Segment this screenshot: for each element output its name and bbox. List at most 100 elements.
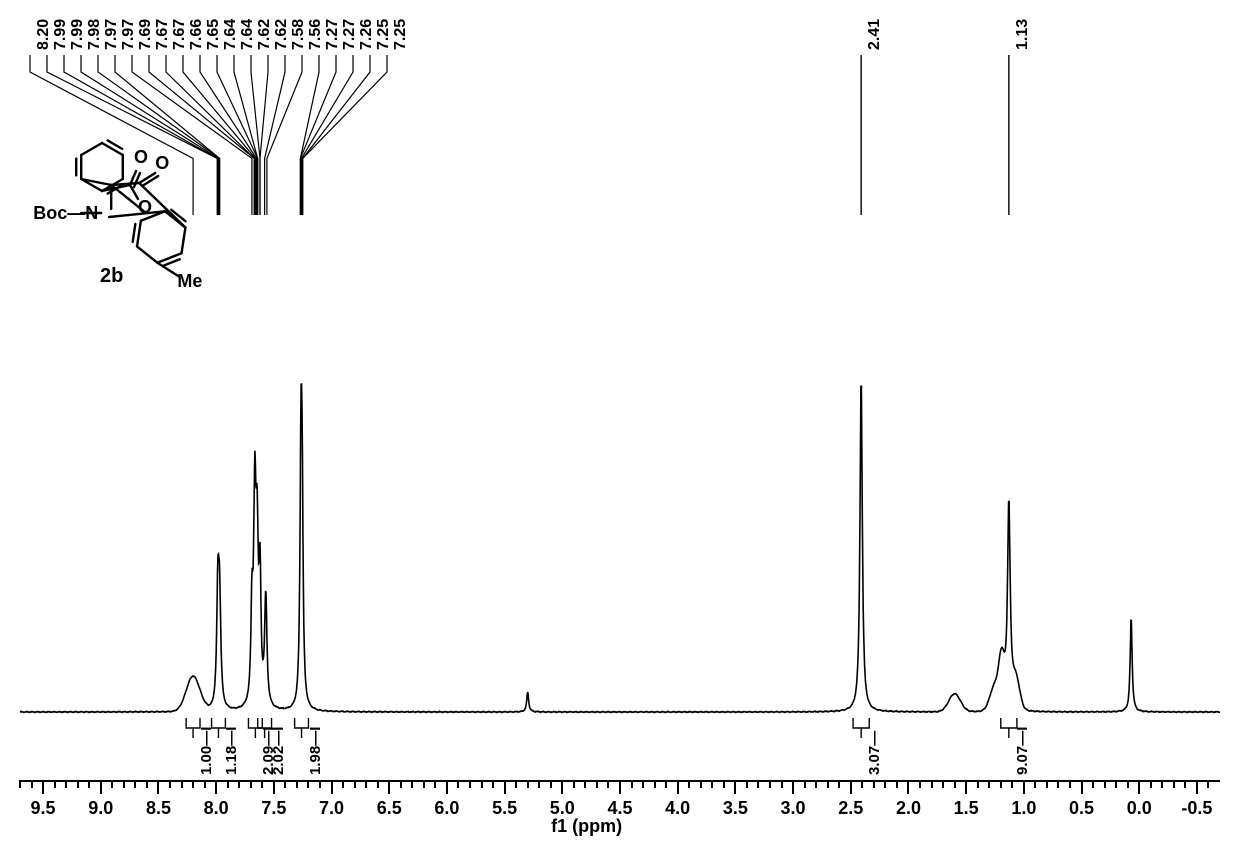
x-axis-minor-tick: [584, 780, 586, 788]
peak-ppm-label: 7.98: [86, 19, 104, 50]
x-axis-minor-tick: [688, 780, 690, 788]
peak-ppm-label: 7.62: [273, 19, 291, 50]
x-axis-minor-tick: [642, 780, 644, 788]
peak-ppm-label: 7.67: [171, 19, 189, 50]
x-axis-minor-tick: [757, 780, 759, 788]
x-axis-major-tick: [157, 780, 159, 794]
x-axis-minor-tick: [65, 780, 67, 788]
x-axis-major-tick: [42, 780, 44, 794]
x-axis-minor-tick: [400, 780, 402, 788]
x-axis-minor-tick: [1184, 780, 1186, 788]
x-axis-minor-tick: [319, 780, 321, 788]
x-axis-major-tick: [1081, 780, 1083, 794]
x-axis-tick-label: 8.0: [204, 798, 229, 819]
x-axis-major-tick: [907, 780, 909, 794]
compound-id: 2b: [100, 265, 123, 288]
peak-ppm-label: 7.99: [69, 19, 87, 50]
x-axis-minor-tick: [284, 780, 286, 788]
x-axis-minor-tick: [527, 780, 529, 788]
x-axis-minor-tick: [1011, 780, 1013, 788]
x-axis-major-tick: [619, 780, 621, 794]
x-axis-minor-tick: [861, 780, 863, 788]
x-axis-tick-label: -0.5: [1181, 798, 1212, 819]
nmr-figure: 9.59.08.58.07.57.06.56.05.55.04.54.03.53…: [0, 0, 1240, 860]
x-axis-major-tick: [504, 780, 506, 794]
integral-value: 2.02—I: [270, 727, 287, 775]
x-axis-minor-tick: [631, 780, 633, 788]
x-axis-minor-tick: [1161, 780, 1163, 788]
x-axis-minor-tick: [607, 780, 609, 788]
integral-value: 9.07—I: [1014, 727, 1031, 775]
x-axis-tick-label: 7.5: [261, 798, 286, 819]
peak-ppm-label: 7.65: [205, 19, 223, 50]
x-axis-minor-tick: [1069, 780, 1071, 788]
peak-ppm-label: 7.58: [290, 19, 308, 50]
x-axis-minor-tick: [169, 780, 171, 788]
x-axis-minor-tick: [19, 780, 21, 788]
x-axis-minor-tick: [931, 780, 933, 788]
x-axis-minor-tick: [1207, 780, 1209, 788]
x-axis-tick-label: 9.5: [31, 798, 56, 819]
x-axis-tick-label: 2.5: [838, 798, 863, 819]
x-axis-minor-tick: [827, 780, 829, 788]
x-axis-minor-tick: [354, 780, 356, 788]
peak-ppm-label: 7.67: [154, 19, 172, 50]
molecule-O-label: O: [138, 197, 152, 218]
x-axis-minor-tick: [181, 780, 183, 788]
x-axis-minor-tick: [838, 780, 840, 788]
x-axis-minor-tick: [711, 780, 713, 788]
x-axis-minor-tick: [550, 780, 552, 788]
x-axis-minor-tick: [573, 780, 575, 788]
x-axis-minor-tick: [538, 780, 540, 788]
x-axis-minor-tick: [111, 780, 113, 788]
x-axis-minor-tick: [896, 780, 898, 788]
x-axis-major-tick: [1023, 780, 1025, 794]
x-axis-major-tick: [850, 780, 852, 794]
peak-ppm-label: 7.27: [324, 19, 342, 50]
x-axis-minor-tick: [457, 780, 459, 788]
peak-ppm-label: 7.25: [392, 19, 410, 50]
spectrum-trace: [20, 383, 1220, 712]
x-axis-tick-label: 5.5: [492, 798, 517, 819]
x-axis-minor-tick: [88, 780, 90, 788]
x-axis-major-tick: [561, 780, 563, 794]
peak-ppm-label: 8.20: [35, 19, 53, 50]
x-axis-tick-label: 1.5: [954, 798, 979, 819]
x-axis-minor-tick: [988, 780, 990, 788]
x-axis-major-tick: [331, 780, 333, 794]
x-axis-minor-tick: [977, 780, 979, 788]
x-axis-minor-tick: [1092, 780, 1094, 788]
x-axis-minor-tick: [134, 780, 136, 788]
x-axis-minor-tick: [1150, 780, 1152, 788]
x-axis-tick-label: 6.5: [377, 798, 402, 819]
x-axis-minor-tick: [1173, 780, 1175, 788]
x-axis-tick-label: 4.0: [665, 798, 690, 819]
x-axis-major-tick: [100, 780, 102, 794]
x-axis-minor-tick: [769, 780, 771, 788]
x-axis-tick-label: 0.5: [1069, 798, 1094, 819]
peak-ppm-label: 7.97: [103, 19, 121, 50]
x-axis-minor-tick: [31, 780, 33, 788]
peak-ppm-label: 7.56: [307, 19, 325, 50]
x-axis-minor-tick: [469, 780, 471, 788]
x-axis-minor-tick: [700, 780, 702, 788]
x-axis-minor-tick: [54, 780, 56, 788]
x-axis-tick-label: 0.0: [1127, 798, 1152, 819]
x-axis-minor-tick: [123, 780, 125, 788]
x-axis-minor-tick: [227, 780, 229, 788]
x-axis-major-tick: [1138, 780, 1140, 794]
x-axis-minor-tick: [296, 780, 298, 788]
x-axis-tick-label: 3.0: [781, 798, 806, 819]
x-axis-minor-tick: [481, 780, 483, 788]
x-axis-tick-label: 9.0: [88, 798, 113, 819]
x-axis-minor-tick: [77, 780, 79, 788]
x-axis-major-tick: [734, 780, 736, 794]
x-axis-minor-tick: [873, 780, 875, 788]
x-axis-tick-label: 2.0: [896, 798, 921, 819]
x-axis-minor-tick: [515, 780, 517, 788]
x-axis-minor-tick: [204, 780, 206, 788]
x-axis-minor-tick: [1000, 780, 1002, 788]
x-axis-minor-tick: [377, 780, 379, 788]
x-axis-tick-label: 7.0: [319, 798, 344, 819]
x-axis-minor-tick: [919, 780, 921, 788]
